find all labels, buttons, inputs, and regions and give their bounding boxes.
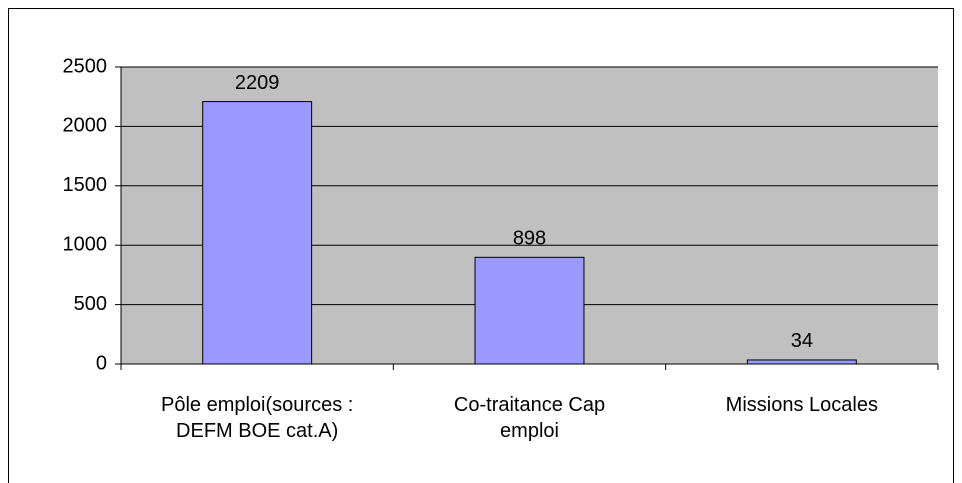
chart-border <box>8 8 954 483</box>
x-tick-label: Pôle emploi(sources : DEFM BOE cat.A) <box>161 394 354 442</box>
y-tick-label: 2500 <box>63 55 108 77</box>
x-tick-label: Co-traitance Cap emploi <box>453 394 606 442</box>
y-tick-label: 0 <box>96 352 107 374</box>
y-tick-label: 1000 <box>63 233 108 255</box>
y-tick-label: 500 <box>74 293 107 315</box>
bar <box>474 256 585 365</box>
bar <box>746 359 857 365</box>
value-label: 898 <box>513 228 546 250</box>
bar <box>202 101 313 365</box>
value-label: 2209 <box>235 72 280 94</box>
y-tick-label: 2000 <box>63 115 108 137</box>
y-tick-label: 1500 <box>63 174 108 196</box>
x-tick-label: Missions Locales <box>725 394 878 416</box>
value-label: 34 <box>791 330 813 352</box>
